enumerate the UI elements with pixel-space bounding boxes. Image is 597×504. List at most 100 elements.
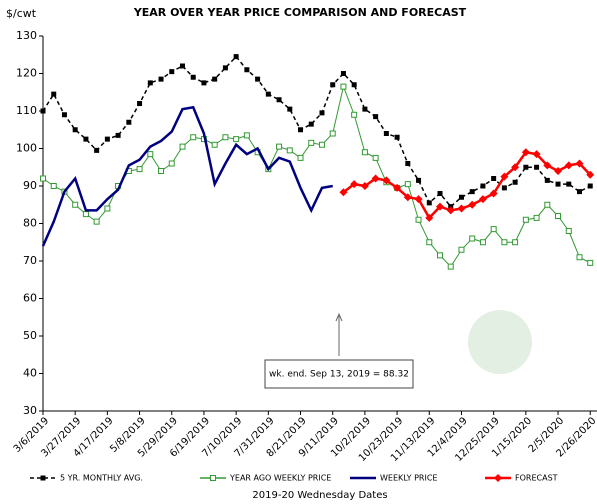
marker (147, 80, 153, 86)
marker (308, 121, 314, 127)
marker (577, 189, 582, 195)
y-tick-label: 100 (16, 142, 37, 155)
marker (40, 175, 46, 182)
marker (522, 216, 529, 223)
marker (554, 167, 563, 175)
legend-marker (494, 474, 502, 482)
marker (436, 202, 445, 211)
marker (458, 194, 464, 200)
marker (490, 226, 497, 233)
legend-symbol (494, 474, 502, 482)
marker (382, 176, 391, 185)
marker (586, 170, 595, 179)
marker (426, 200, 432, 206)
marker (501, 239, 508, 246)
legend-label: 5 YR. MONTHLY AVG. (60, 474, 143, 483)
marker (351, 82, 357, 88)
marker (276, 143, 283, 150)
marker (426, 239, 433, 246)
series-line (342, 150, 592, 220)
legend-label: WEEKLY PRICE (380, 474, 437, 483)
marker (523, 164, 529, 170)
marker (501, 185, 507, 191)
legend-marker (210, 475, 216, 481)
marker (534, 164, 540, 170)
marker (446, 206, 455, 215)
marker (383, 131, 389, 136)
marker (532, 150, 541, 159)
marker (233, 54, 239, 60)
watermark-logo (468, 310, 532, 374)
marker (566, 181, 572, 187)
marker (297, 154, 304, 161)
legend-label: YEAR AGO WEEKLY PRICE (229, 474, 331, 483)
marker (201, 80, 207, 86)
x-axis-label: 2019-20 Wednesday Dates (252, 490, 387, 501)
marker (115, 132, 121, 138)
marker (489, 189, 498, 198)
y-tick-label: 90 (23, 179, 37, 192)
legend-item: FORECAST (485, 474, 558, 483)
marker (512, 179, 518, 185)
marker (372, 154, 379, 161)
marker (40, 108, 46, 114)
series-line (42, 55, 591, 208)
marker (394, 134, 400, 140)
marker (72, 201, 79, 208)
marker (136, 166, 143, 173)
marker (158, 76, 164, 82)
y-tick-label: 110 (16, 104, 37, 117)
y-tick-label: 130 (16, 29, 37, 42)
marker (469, 189, 475, 195)
marker (61, 112, 67, 118)
marker (362, 106, 368, 112)
marker (404, 181, 411, 188)
marker (222, 65, 228, 71)
marker (169, 69, 175, 75)
marker (361, 149, 368, 156)
annotation-text: wk. end. Sep 13, 2019 = 88.32 (269, 370, 409, 380)
marker (415, 216, 422, 223)
marker (339, 188, 348, 197)
marker (587, 183, 593, 189)
marker (543, 161, 552, 170)
legend-item: WEEKLY PRICE (350, 474, 437, 483)
marker (405, 161, 411, 166)
y-axis-label: $/cwt (6, 7, 37, 20)
marker (168, 160, 175, 167)
marker (104, 205, 111, 212)
marker (555, 213, 562, 219)
y-tick-label: 30 (23, 404, 37, 417)
marker (126, 119, 132, 125)
marker (575, 159, 584, 168)
y-tick-label: 80 (23, 217, 37, 230)
marker (587, 259, 594, 266)
legend-item: YEAR AGO WEEKLY PRICE (200, 474, 331, 483)
marker (137, 101, 143, 106)
marker (565, 228, 572, 234)
series-line (41, 105, 333, 247)
marker (94, 147, 100, 153)
legend-symbol (40, 475, 46, 481)
legend-marker (40, 475, 46, 481)
marker (340, 71, 346, 76)
marker (51, 91, 57, 97)
marker (437, 252, 444, 259)
marker (329, 130, 336, 137)
marker (360, 182, 369, 190)
marker (179, 143, 186, 150)
marker (72, 127, 78, 133)
marker (416, 177, 422, 183)
marker (243, 132, 250, 139)
y-tick-label: 50 (23, 329, 37, 342)
legend-item: 5 YR. MONTHLY AVG. (30, 474, 143, 483)
marker (222, 134, 229, 141)
annotation-box (264, 359, 414, 389)
marker (511, 163, 520, 172)
marker (469, 235, 476, 242)
marker (190, 134, 197, 141)
marker (83, 136, 89, 142)
marker (350, 180, 359, 189)
marker (50, 183, 57, 189)
